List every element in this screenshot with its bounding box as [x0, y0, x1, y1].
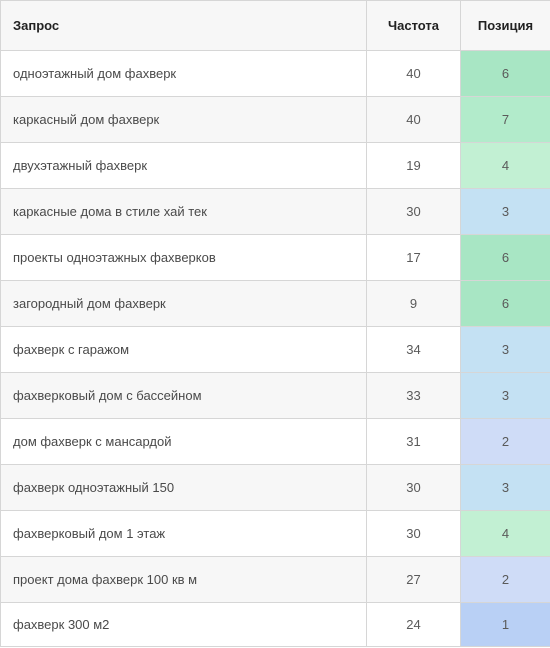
frequency-cell: 30 — [366, 188, 461, 235]
query-cell: одноэтажный дом фахверк — [0, 50, 367, 97]
table-row: фахверковый дом с бассейном 33 3 — [0, 372, 550, 419]
frequency-cell: 27 — [366, 556, 461, 603]
position-cell: 1 — [460, 602, 550, 647]
query-cell: проекты одноэтажных фахверков — [0, 234, 367, 281]
query-cell: фахверк с гаражом — [0, 326, 367, 373]
position-cell: 6 — [460, 50, 550, 97]
frequency-cell: 9 — [366, 280, 461, 327]
frequency-cell: 40 — [366, 96, 461, 143]
column-header-position[interactable]: Позиция — [460, 0, 550, 51]
frequency-cell: 30 — [366, 464, 461, 511]
query-cell: каркасный дом фахверк — [0, 96, 367, 143]
position-cell: 4 — [460, 142, 550, 189]
position-cell: 3 — [460, 188, 550, 235]
table-row: одноэтажный дом фахверк 40 6 — [0, 50, 550, 97]
frequency-cell: 40 — [366, 50, 461, 97]
table-row: фахверк 300 м2 24 1 — [0, 602, 550, 647]
table-row: проект дома фахверк 100 кв м 27 2 — [0, 556, 550, 603]
table-row: фахверк с гаражом 34 3 — [0, 326, 550, 373]
frequency-cell: 17 — [366, 234, 461, 281]
query-cell: двухэтажный фахверк — [0, 142, 367, 189]
position-cell: 3 — [460, 326, 550, 373]
query-cell: фахверковый дом 1 этаж — [0, 510, 367, 557]
position-cell: 2 — [460, 418, 550, 465]
frequency-cell: 19 — [366, 142, 461, 189]
table-row: дом фахверк с мансардой 31 2 — [0, 418, 550, 465]
position-cell: 7 — [460, 96, 550, 143]
frequency-cell: 33 — [366, 372, 461, 419]
frequency-cell: 30 — [366, 510, 461, 557]
table-row: двухэтажный фахверк 19 4 — [0, 142, 550, 189]
position-cell: 2 — [460, 556, 550, 603]
position-cell: 3 — [460, 372, 550, 419]
query-cell: проект дома фахверк 100 кв м — [0, 556, 367, 603]
position-cell: 3 — [460, 464, 550, 511]
position-cell: 6 — [460, 234, 550, 281]
frequency-cell: 31 — [366, 418, 461, 465]
table-row: фахверковый дом 1 этаж 30 4 — [0, 510, 550, 557]
column-header-frequency[interactable]: Частота — [366, 0, 461, 51]
table-row: каркасный дом фахверк 40 7 — [0, 96, 550, 143]
position-cell: 6 — [460, 280, 550, 327]
query-cell: фахверковый дом с бассейном — [0, 372, 367, 419]
query-cell: фахверк одноэтажный 150 — [0, 464, 367, 511]
query-cell: каркасные дома в стиле хай тек — [0, 188, 367, 235]
query-cell: загородный дом фахверк — [0, 280, 367, 327]
table-row: фахверк одноэтажный 150 30 3 — [0, 464, 550, 511]
frequency-cell: 34 — [366, 326, 461, 373]
position-cell: 4 — [460, 510, 550, 557]
query-cell: фахверк 300 м2 — [0, 602, 367, 647]
column-header-query[interactable]: Запрос — [0, 0, 367, 51]
table-row: каркасные дома в стиле хай тек 30 3 — [0, 188, 550, 235]
table-row: загородный дом фахверк 9 6 — [0, 280, 550, 327]
frequency-cell: 24 — [366, 602, 461, 647]
table-row: проекты одноэтажных фахверков 17 6 — [0, 234, 550, 281]
table-header-row: Запрос Частота Позиция — [0, 0, 550, 51]
query-cell: дом фахверк с мансардой — [0, 418, 367, 465]
